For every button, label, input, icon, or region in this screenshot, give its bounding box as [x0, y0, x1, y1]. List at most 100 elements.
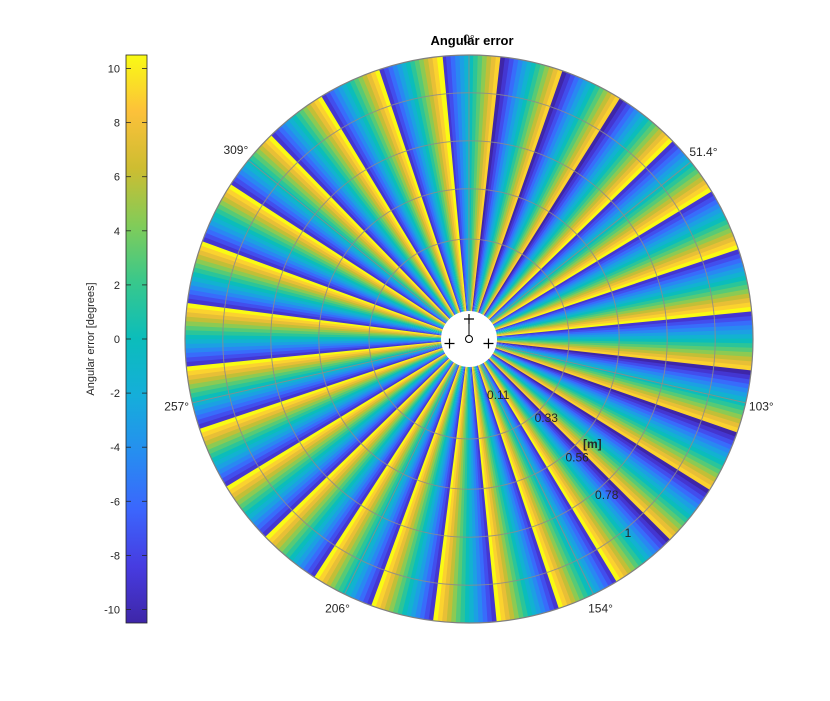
- heatmap-sector: [191, 339, 468, 412]
- heatmap-sector: [470, 297, 753, 339]
- heatmap-sector: [470, 99, 630, 338]
- heatmap-sector: [263, 136, 468, 338]
- colorbar-tick-label: 6: [114, 172, 120, 184]
- colorbar-tick-label: 8: [114, 118, 120, 130]
- heatmap-sector: [470, 340, 702, 511]
- heatmap-sector: [470, 146, 685, 338]
- heatmap-sector: [344, 79, 469, 338]
- heatmap-sector: [239, 340, 468, 515]
- heatmap-sector: [436, 55, 469, 338]
- heatmap-sector: [231, 340, 468, 503]
- heatmap-sector: [194, 339, 468, 426]
- heatmap-sector: [468, 341, 474, 623]
- angular-tick-label: 154°: [588, 602, 613, 616]
- heatmap-sector: [215, 201, 468, 339]
- heatmap-sector: [286, 114, 468, 338]
- radial-tick-label: 1: [625, 526, 632, 540]
- heatmap-sector: [217, 339, 468, 480]
- heatmap-sector: [469, 85, 607, 338]
- heatmap-sector: [470, 143, 682, 338]
- heatmap-sector: [269, 340, 468, 548]
- colorbar-tick-label: -6: [110, 496, 120, 508]
- heatmap-sector: [470, 130, 669, 338]
- heatmap-sector: [234, 170, 468, 338]
- heatmap-sector: [374, 67, 469, 338]
- heatmap-sector: [200, 339, 468, 443]
- heatmap-sector: [470, 339, 723, 477]
- heatmap-sector: [470, 288, 752, 339]
- source-marker-plus: [483, 338, 494, 349]
- source-markers: [444, 314, 494, 349]
- colorbar: -10 -8 -6 -4 -2 0 2 4 6 8 10 Angular error [degree…: [85, 54, 148, 624]
- heatmap-sector: [297, 340, 468, 572]
- center-hole: [441, 311, 497, 367]
- heatmap-sector: [253, 340, 468, 532]
- colorbar-tick-label: -8: [110, 550, 120, 562]
- heatmap-sector: [470, 340, 655, 561]
- heatmap-sector: [205, 339, 468, 456]
- heatmap-sector: [470, 133, 672, 338]
- heatmap-sector: [242, 340, 468, 518]
- heatmap-sector: [469, 340, 614, 589]
- heatmap-sector: [470, 94, 622, 338]
- heatmap-sector: [327, 340, 469, 591]
- grid-spoke: [480, 363, 594, 595]
- heatmap-sector: [469, 87, 611, 338]
- heatmap-sector: [470, 283, 751, 339]
- heatmap-sector: [198, 339, 468, 439]
- heatmap-sector: [469, 340, 529, 620]
- heatmap-sector: [378, 65, 469, 338]
- heatmap-sector: [469, 340, 547, 616]
- heatmap-sector: [469, 340, 506, 623]
- heatmap-sector: [260, 139, 468, 338]
- heatmap-sector: [470, 340, 712, 496]
- heatmap-sector: [283, 117, 468, 338]
- heatmap-sector: [357, 73, 469, 338]
- heatmap-sector: [470, 320, 753, 339]
- heatmap-sector: [304, 340, 468, 577]
- heatmap-sector: [470, 186, 715, 338]
- heatmap-sector: [185, 338, 467, 344]
- heatmap-sector: [210, 339, 468, 468]
- heatmap-sector: [470, 340, 618, 587]
- heatmap-sector: [212, 339, 468, 472]
- heatmap-sector: [422, 55, 469, 338]
- heatmap-sector: [470, 214, 730, 339]
- radial-tick-labels: 0.11 0.33 0.56 0.78 1: [487, 388, 632, 540]
- heatmap-sector: [221, 189, 468, 338]
- heatmap-sector: [257, 142, 468, 338]
- heatmap-sector: [195, 339, 468, 430]
- heatmap-sector: [250, 149, 468, 338]
- heatmap-sector: [259, 340, 468, 539]
- heatmap-sector: [224, 186, 468, 338]
- angular-tick-label: 103°: [749, 399, 774, 413]
- heatmap-sector: [470, 235, 738, 339]
- heatmap-sector: [185, 339, 468, 354]
- heatmap-sector: [250, 340, 468, 529]
- angular-tick-label: 0°: [463, 32, 475, 46]
- heatmap-sector: [470, 101, 634, 338]
- heatmap-sector: [236, 167, 468, 338]
- grid-spoke: [192, 344, 442, 404]
- heatmap-sector: [469, 340, 551, 615]
- heatmap-sector: [276, 123, 468, 338]
- heatmap-sector: [262, 340, 468, 542]
- heatmap-sector: [470, 153, 691, 338]
- heatmap-sector: [469, 340, 538, 619]
- heatmap-sector: [470, 244, 741, 339]
- heatmap-sector: [187, 339, 468, 395]
- heatmap-sector: [470, 292, 753, 339]
- radial-tick-label: 0.33: [535, 411, 559, 425]
- heatmap-sector: [470, 306, 753, 339]
- colorbar-label: Angular error [degrees]: [85, 282, 97, 395]
- heatmap-sector: [469, 340, 590, 601]
- heatmap-sector: [470, 315, 753, 339]
- heatmap-sector: [203, 339, 468, 451]
- heatmap-sector: [469, 340, 564, 611]
- heatmap-sector: [470, 164, 699, 338]
- heatmap-sector: [470, 340, 696, 519]
- heatmap-sector: [470, 104, 638, 338]
- heatmap-sector: [308, 340, 468, 579]
- heatmap-sector: [247, 340, 468, 525]
- heatmap-sector: [469, 340, 560, 613]
